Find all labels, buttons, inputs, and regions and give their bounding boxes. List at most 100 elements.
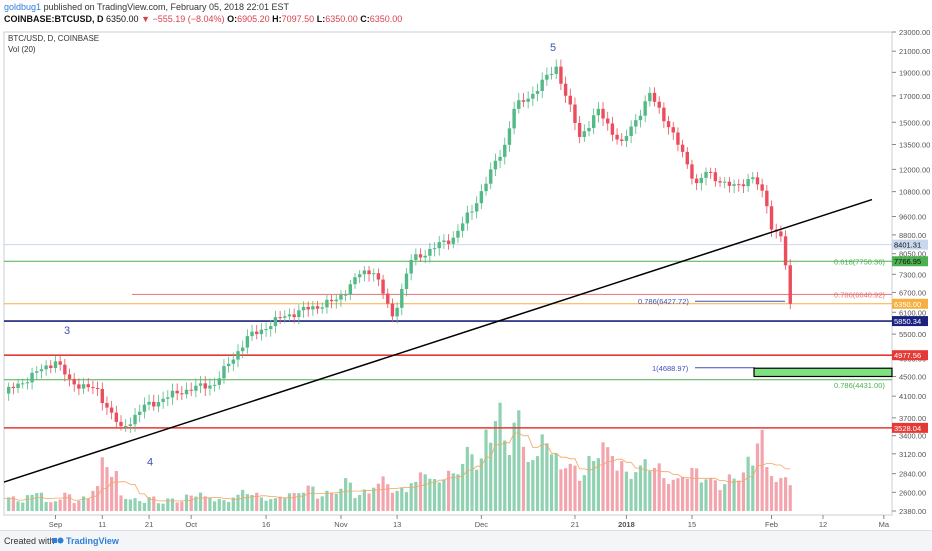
candle-body <box>460 223 465 231</box>
candle-body <box>400 288 404 308</box>
candle-body <box>479 191 484 204</box>
x-tick-label: Sep <box>49 520 62 529</box>
volume-bar <box>53 501 58 511</box>
y-tick-label: 3400.00 <box>899 432 926 441</box>
tradingview-logo-icon <box>52 537 64 544</box>
volume-bar <box>531 460 535 511</box>
volume-bar <box>479 458 483 511</box>
candle-body <box>301 306 306 311</box>
candle-body <box>549 73 554 75</box>
candle-body <box>634 120 638 127</box>
volume-bar <box>470 454 474 511</box>
candle-body <box>77 384 81 389</box>
volume-bar <box>35 493 39 511</box>
candle-body <box>166 397 170 399</box>
candle-body <box>437 242 441 249</box>
candle-body <box>58 361 62 365</box>
price-tag-box <box>892 298 928 309</box>
candle-body <box>245 336 250 348</box>
candle-body <box>156 402 161 407</box>
author-link[interactable]: goldbug1 <box>4 2 42 12</box>
candle-body <box>563 83 568 96</box>
candle-body <box>95 388 100 390</box>
trend-line <box>3 198 873 483</box>
y-tick-label: 6100.00 <box>899 308 926 317</box>
volume-bar <box>381 476 385 511</box>
candle-body <box>498 156 502 161</box>
candle-body <box>297 310 301 318</box>
volume-bar <box>765 466 769 511</box>
volume-bar <box>634 472 638 511</box>
x-tick-label: 21 <box>571 520 579 529</box>
candle-body <box>315 306 320 309</box>
volume-bar <box>100 457 104 511</box>
volume-bar <box>311 486 315 511</box>
volume-bar <box>119 495 123 511</box>
candle-body <box>194 385 198 391</box>
volume-bar <box>503 440 507 511</box>
candle-body <box>217 378 221 385</box>
candle-body <box>259 329 264 335</box>
candle-body <box>381 279 385 294</box>
candle-body <box>545 74 549 80</box>
volume-bar <box>297 493 301 511</box>
volume-bar <box>723 484 727 511</box>
volume-bar <box>568 463 572 511</box>
volume-bar <box>114 470 118 511</box>
price-chart[interactable]: 23000.00 21000.00 19000.00 17000.00 15000.00… <box>0 28 932 530</box>
wave-label: 5 <box>550 42 556 54</box>
high-value: 7097.50 <box>281 14 315 24</box>
volume-bar <box>170 498 175 511</box>
candle-body <box>699 177 704 184</box>
candle-body <box>329 299 334 302</box>
candle-body <box>741 184 746 187</box>
candle-body <box>128 424 133 426</box>
volume-bar <box>727 474 731 511</box>
volume-bar <box>709 478 713 511</box>
ohlc-line: COINBASE:BTCUSD, D 6350.00 ▼ −555.19 (−8… <box>4 14 402 24</box>
candle-body <box>428 248 432 256</box>
volume-bar <box>203 496 207 511</box>
volume-bar <box>512 422 516 511</box>
close-label: C: <box>360 14 370 24</box>
y-tick-label: 23000.00 <box>899 28 930 37</box>
candle-body <box>278 317 282 319</box>
x-tick-label: Oct <box>185 520 198 529</box>
tradingview-link[interactable]: TradingView <box>66 536 119 546</box>
volume-bar <box>184 494 189 511</box>
volume-bar <box>718 490 722 511</box>
price-tag-label: 5850.34 <box>894 317 921 326</box>
x-tick-label: 11 <box>98 520 106 529</box>
volume-bar <box>241 489 245 511</box>
candle-body <box>334 299 338 302</box>
volume-bar <box>390 492 395 511</box>
volume-bar <box>620 461 624 511</box>
volume-bar <box>643 459 647 511</box>
candle-body <box>203 383 207 389</box>
x-tick-label: 15 <box>688 520 696 529</box>
candle-body <box>376 273 381 280</box>
volume-bar <box>306 485 310 511</box>
candle-body <box>311 306 315 310</box>
volume-bar <box>348 482 352 511</box>
candle-body <box>526 98 530 102</box>
volume-bar <box>283 498 287 511</box>
volume-bar <box>142 502 146 511</box>
volume-bar <box>320 496 324 511</box>
candle-body <box>72 378 76 385</box>
volume-bar <box>638 465 643 511</box>
candle-body <box>512 108 516 129</box>
candle-body <box>161 398 165 403</box>
candle-body <box>521 100 526 102</box>
low-label: L: <box>316 14 326 24</box>
x-tick-label: 16 <box>262 520 270 529</box>
candle-body <box>175 390 179 394</box>
candle-body <box>386 293 390 304</box>
volume-bar <box>264 500 268 511</box>
y-tick-label: 9600.00 <box>899 212 926 221</box>
volume-bar <box>273 498 278 511</box>
fib-label: 0.786(4431.00) <box>834 381 885 390</box>
candle-body <box>86 384 90 388</box>
volume-bar <box>362 489 366 511</box>
candle-body <box>559 66 563 84</box>
